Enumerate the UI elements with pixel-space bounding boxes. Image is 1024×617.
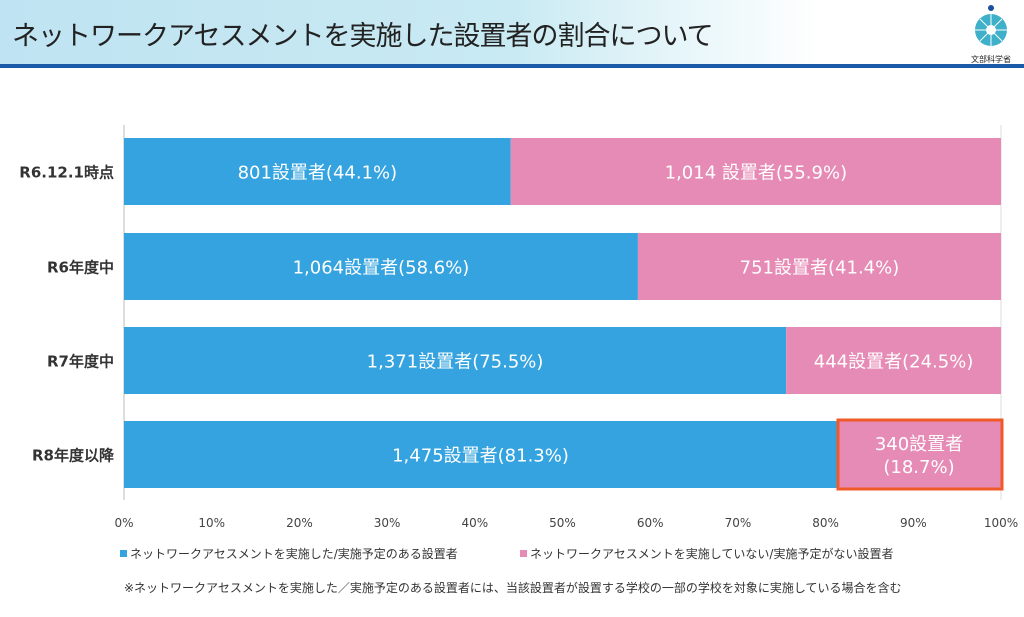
data-label: 751設置者(41.4%) (740, 258, 900, 279)
legend-swatch-blue (120, 550, 127, 557)
category-label: R7年度中 (47, 353, 114, 371)
bar-segment (786, 327, 1001, 394)
legend-label: ネットワークアセスメントを実施していない/実施予定がない設置者 (530, 547, 894, 561)
x-tick-label: 0% (114, 516, 133, 530)
mext-logo: 文部科学省 (966, 4, 1016, 64)
page-title: ネットワークアセスメントを実施した設置者の割合について (12, 21, 714, 52)
bar-segment (124, 233, 638, 300)
highlight-box (836, 418, 1004, 491)
legend-label: ネットワークアセスメントを実施した/実施予定のある設置者 (130, 547, 458, 561)
bar-segment (124, 327, 787, 394)
data-label: 1,475設置者(81.3%) (392, 446, 569, 467)
legend-item-not-implemented: ネットワークアセスメントを実施していない/実施予定がない設置者 (520, 545, 893, 562)
category-label: R8年度以降 (32, 447, 115, 465)
data-label: 1,064設置者(58.6%) (293, 258, 470, 279)
data-label: (18.7%) (883, 457, 954, 478)
x-tick-label: 10% (198, 516, 225, 530)
data-label: 1,371設置者(75.5%) (367, 352, 544, 373)
data-label: 801設置者(44.1%) (238, 163, 398, 184)
footnote: ※ネットワークアセスメントを実施した／実施予定のある設置者には、当該設置者が設置… (124, 581, 902, 595)
x-tick-label: 20% (286, 516, 313, 530)
category-label: R6.12.1時点 (19, 164, 114, 182)
bar-segment (124, 421, 838, 488)
legend-item-implemented: ネットワークアセスメントを実施した/実施予定のある設置者 (120, 545, 458, 562)
data-label: 1,014 設置者(55.9%) (665, 163, 847, 184)
bar-segment (124, 138, 511, 205)
bar-segment (837, 421, 1001, 488)
header-banner (0, 0, 1024, 64)
x-tick-label: 50% (549, 516, 576, 530)
data-label: 444設置者(24.5%) (814, 352, 974, 373)
x-tick-label: 60% (637, 516, 664, 530)
data-label: 340設置者 (875, 434, 963, 455)
header-divider (0, 64, 1024, 68)
x-tick-label: 70% (725, 516, 752, 530)
mext-emblem-icon (975, 5, 1007, 46)
legend-swatch-pink (520, 550, 527, 557)
x-tick-label: 90% (900, 516, 927, 530)
x-tick-label: 100% (984, 516, 1018, 530)
logo-text: 文部科学省 (971, 55, 1011, 64)
x-tick-label: 40% (461, 516, 488, 530)
bar-segment (637, 233, 1001, 300)
x-tick-label: 30% (374, 516, 401, 530)
category-label: R6年度中 (47, 259, 114, 277)
bar-segment (510, 138, 1001, 205)
x-tick-label: 80% (812, 516, 839, 530)
